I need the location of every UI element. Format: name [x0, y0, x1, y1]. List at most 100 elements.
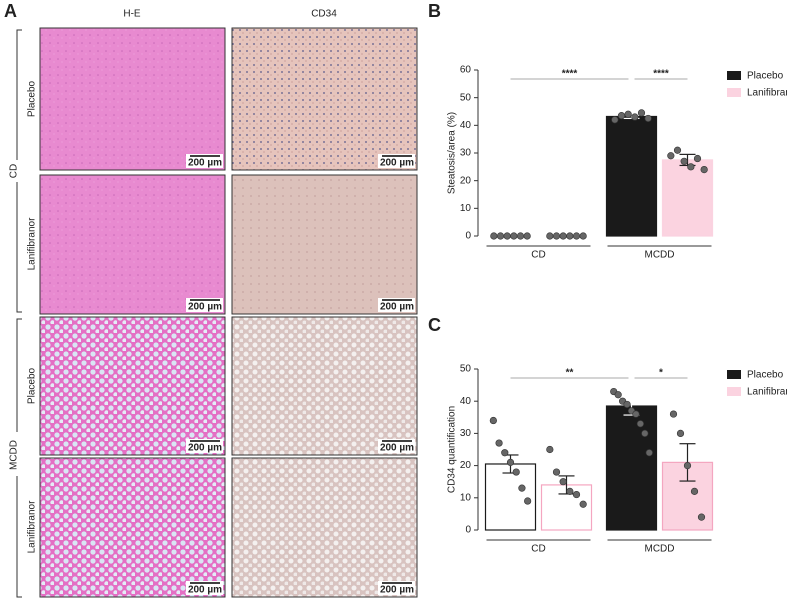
data-point	[690, 487, 699, 495]
data-point	[617, 112, 626, 120]
label-bg	[8, 432, 20, 476]
legend-label: Lanifibranor	[747, 387, 787, 398]
scale-box	[378, 581, 415, 595]
data-point	[623, 400, 631, 409]
micrograph	[231, 174, 418, 315]
scale-label: 200 µm	[380, 302, 414, 313]
legend-swatch	[727, 71, 741, 80]
panel-label: B	[428, 1, 441, 21]
data-point	[683, 462, 692, 470]
data-point	[566, 487, 574, 495]
data-point	[572, 490, 581, 499]
data-point	[518, 484, 526, 492]
significance-label: ****	[562, 69, 578, 80]
scale-box	[186, 298, 223, 312]
data-point	[572, 232, 581, 240]
data-point	[611, 116, 619, 124]
significance-label: **	[566, 368, 574, 379]
data-point	[624, 110, 632, 118]
data-point	[697, 513, 706, 521]
data-point	[490, 232, 498, 240]
scale-label: 200 µm	[188, 158, 222, 169]
scale-label: 200 µm	[188, 585, 222, 596]
micrograph	[39, 27, 226, 171]
scale-box	[186, 581, 223, 595]
data-point	[496, 232, 505, 240]
scale-box	[378, 298, 415, 312]
scale-label: 200 µm	[380, 585, 414, 596]
y-tick-label: 30	[460, 148, 472, 159]
data-point	[523, 232, 531, 240]
group-brackets	[16, 29, 22, 598]
y-tick-label: 30	[460, 428, 472, 439]
scale-label: 200 µm	[380, 443, 414, 454]
y-axis-label: CD34 quantification	[447, 406, 458, 493]
row-label: Placebo	[27, 80, 38, 117]
data-point	[559, 232, 567, 240]
scale-box	[186, 154, 223, 168]
data-point	[680, 157, 688, 165]
y-tick-label: 20	[460, 175, 472, 186]
data-point	[559, 478, 567, 486]
data-point	[687, 163, 695, 171]
legend-swatch	[727, 387, 741, 396]
data-point	[501, 449, 509, 457]
data-point	[524, 497, 532, 505]
data-point	[495, 439, 503, 447]
data-point	[641, 429, 649, 438]
data-point	[506, 458, 515, 466]
scale-label: 200 µm	[188, 302, 222, 313]
scale-box	[186, 439, 223, 453]
scale-label: 200 µm	[188, 443, 222, 454]
legend-label: Placebo	[747, 71, 784, 82]
y-tick-label: 60	[460, 65, 472, 76]
data-point	[546, 445, 554, 454]
x-tick-label: MCDD	[645, 544, 675, 555]
micrographs	[39, 27, 418, 598]
group-label: CD	[9, 164, 20, 178]
bar	[484, 463, 537, 531]
data-point	[673, 146, 682, 154]
label-bg	[8, 160, 20, 182]
micrograph	[39, 457, 226, 598]
scale-bars: 200 µm 200 µm 200 µm 200 µm 200 µm 200 µm 200 …	[186, 154, 415, 596]
row-label: Placebo	[27, 367, 38, 404]
data-point	[669, 410, 678, 418]
data-point	[631, 113, 639, 121]
data-point	[489, 416, 497, 425]
x-tick-label: CD	[531, 544, 545, 555]
data-point	[667, 152, 675, 160]
data-point	[512, 468, 520, 476]
micrograph	[231, 316, 418, 456]
panel-label: A	[4, 1, 17, 21]
micrograph	[39, 316, 226, 456]
legend-label: Placebo	[747, 370, 784, 381]
data-point	[644, 114, 652, 123]
y-tick-label: 20	[460, 460, 472, 471]
legend-label: Lanifibranor	[747, 88, 787, 99]
legend-swatch	[727, 88, 741, 97]
data-point	[636, 420, 644, 428]
y-tick-label: 40	[460, 120, 472, 131]
data-point	[516, 232, 525, 240]
y-tick-label: 50	[460, 92, 472, 103]
micrograph	[39, 174, 226, 315]
column-header: CD34	[311, 9, 337, 20]
x-tick-label: CD	[531, 250, 545, 261]
data-point	[552, 468, 561, 476]
y-axis-label: Steatosis/area (%)	[447, 112, 458, 194]
bar	[661, 159, 714, 237]
data-point	[693, 154, 702, 163]
bar	[605, 405, 658, 531]
significance-label: ****	[653, 69, 669, 80]
data-point	[676, 429, 685, 438]
column-header: H-E	[123, 9, 141, 20]
panel-label: C	[428, 315, 441, 335]
data-point	[645, 449, 653, 457]
significance-label: *	[659, 368, 663, 379]
x-tick-label: MCDD	[645, 250, 675, 261]
scale-box	[378, 154, 415, 168]
row-label: Lanifibranor	[27, 217, 38, 270]
